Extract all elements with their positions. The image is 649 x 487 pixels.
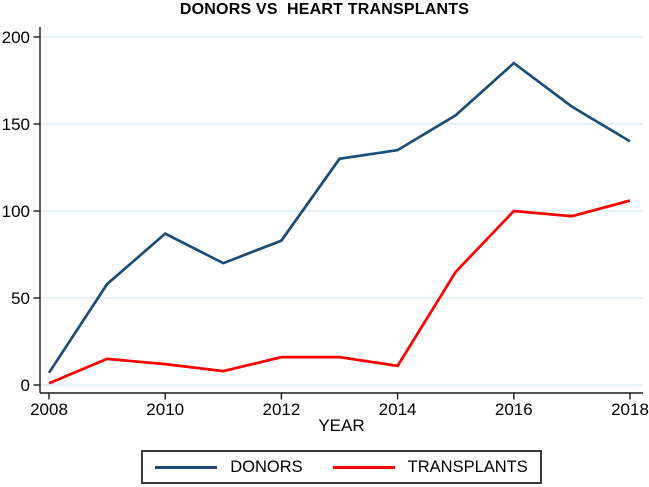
x-axis-label: YEAR (318, 416, 365, 435)
transplants-legend-line-icon (332, 465, 395, 469)
transplants-line (48, 199, 631, 385)
chart-title: DONORS VS HEART TRANSPLANTS (179, 1, 470, 18)
x-tick-label-2014: 2014 (379, 400, 417, 419)
x-tick-label-2008: 2008 (30, 400, 68, 419)
donors-legend-line-icon (155, 465, 218, 469)
y-tick-label-200: 200 (2, 28, 30, 47)
x-tick-label-2010: 2010 (146, 400, 184, 419)
x-tick-label-2018: 2018 (611, 400, 649, 419)
y-tick-label-100: 100 (2, 202, 30, 221)
donors-legend-label: DONORS (230, 458, 303, 476)
y-tick-label-50: 50 (11, 289, 30, 308)
y-tick-label-0: 0 (21, 376, 30, 395)
x-tick-label-2012: 2012 (262, 400, 300, 419)
plot-area: 0 50 100 150 200 2008 2010 2012 2014 2016 2018 (2, 27, 649, 419)
donors-line (47, 61, 631, 374)
x-tick-label-2016: 2016 (495, 400, 533, 419)
y-tick-label-150: 150 (2, 115, 30, 134)
legend: DONORS TRANSPLANTS (40, 450, 643, 484)
transplants-legend-label: TRANSPLANTS (407, 458, 528, 476)
legend-box: DONORS TRANSPLANTS (141, 450, 542, 484)
